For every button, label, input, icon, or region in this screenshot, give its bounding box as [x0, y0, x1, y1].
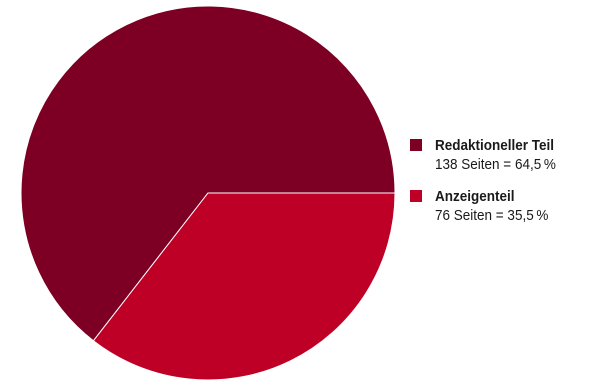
pie-slice-anzeigenteil	[92, 192, 396, 381]
legend: Redaktioneller Teil 138 Seiten = 64,5 % …	[410, 136, 614, 238]
pie-chart	[20, 5, 396, 381]
legend-item-anzeigenteil: Anzeigenteil 76 Seiten = 35,5 %	[410, 187, 614, 225]
legend-label-redaktioneller-teil: Redaktioneller Teil	[435, 137, 555, 154]
pie-slice-redaktioneller-teil	[20, 5, 396, 342]
legend-value-redaktioneller-teil: 138 Seiten = 64,5 %	[435, 156, 556, 173]
legend-swatch-redaktioneller-teil	[410, 139, 422, 151]
legend-item-redaktioneller-teil: Redaktioneller Teil 138 Seiten = 64,5 %	[410, 136, 614, 174]
legend-swatch-anzeigenteil	[410, 190, 422, 202]
legend-value-anzeigenteil: 76 Seiten = 35,5 %	[435, 207, 549, 224]
legend-label-anzeigenteil: Anzeigenteil	[435, 188, 515, 205]
